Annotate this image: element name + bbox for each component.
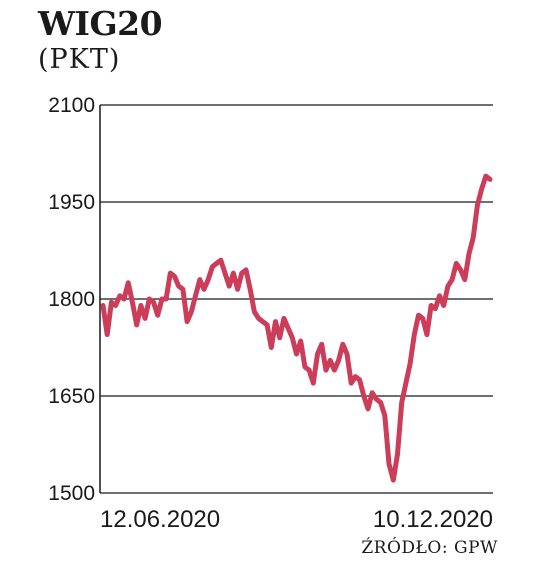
y-tick-label: 1650 <box>48 385 95 408</box>
source-label: ŹRÓDŁO: GPW <box>361 538 498 558</box>
y-axis: 1500 1650 1800 1950 2100 <box>48 94 101 505</box>
series-line-0 <box>100 173 493 483</box>
chart-title: WIG20 <box>38 4 163 43</box>
x-axis-labels: 12.06.2020 10.12.2020 <box>100 506 493 533</box>
y-tick-label: 1800 <box>48 288 95 311</box>
y-tick-label: 2100 <box>48 94 95 117</box>
y-tick-label: 1950 <box>48 191 95 214</box>
y-tick-label: 1500 <box>48 482 95 505</box>
series-layer <box>100 173 493 483</box>
chart-unit-label: (PKT) <box>38 44 121 75</box>
x-tick-label-end: 10.12.2020 <box>373 506 493 533</box>
x-tick-label-start: 12.06.2020 <box>100 506 220 533</box>
grid-lines <box>100 104 493 494</box>
